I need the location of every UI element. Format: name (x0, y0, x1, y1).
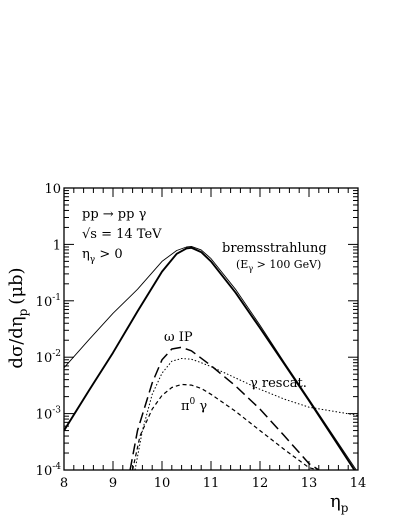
series-line-dashed-short (132, 383, 319, 470)
x-tick-label: 12 (252, 476, 269, 491)
annotation-gamma-rescattering: γ rescat. (250, 376, 307, 391)
y-tick-label: 10 (44, 182, 61, 197)
x-tick-label: 8 (60, 476, 68, 491)
annotation-pi0-gamma: π0 γ (181, 397, 207, 414)
x-tick-label: 10 (154, 476, 171, 491)
y-tick-label: 10-2 (36, 349, 61, 366)
process-line-2: √s = 14 TeV (82, 227, 162, 242)
x-axis-label: ηp (330, 491, 349, 515)
annotation-omega-pomeron: ω IP (164, 330, 193, 345)
process-line-1: pp → pp γ (82, 207, 147, 222)
annotation-energy-cut: (Eγ > 100 GeV) (236, 258, 321, 273)
series-line-solid-thick (64, 246, 356, 470)
y-tick-label: 10-3 (36, 406, 62, 423)
y-tick-label: 10-1 (36, 293, 61, 310)
y-tick-label: 10-4 (36, 462, 62, 479)
data-curves (64, 245, 358, 470)
tick-labels: 8 9 10 11 12 13 14 10-4 10-3 10-2 10-1 1 10 (36, 182, 367, 491)
x-tick-label: 11 (203, 476, 220, 491)
annotation-bremsstrahlung: bremsstrahlung (222, 241, 327, 256)
x-tick-label: 9 (109, 476, 117, 491)
series-line-dashed-long (129, 346, 320, 470)
y-axis-label: dσ/dηp(μb) (6, 267, 30, 368)
series-line-dotted (134, 358, 358, 470)
series-line-solid-thin (64, 245, 357, 470)
process-line-3: ηγ > 0 (82, 247, 123, 265)
x-tick-label: 14 (350, 476, 367, 491)
y-tick-label: 1 (53, 238, 61, 253)
x-tick-label: 13 (301, 476, 318, 491)
axis-ticks (63, 187, 359, 471)
